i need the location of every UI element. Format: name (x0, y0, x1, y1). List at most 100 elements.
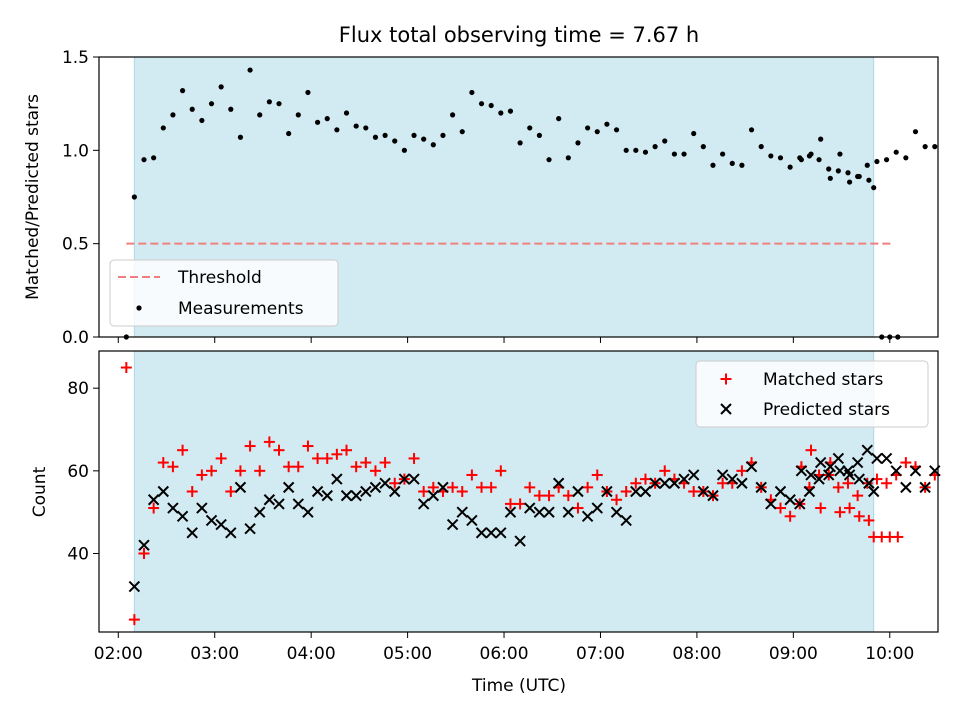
matched-stars-point (148, 502, 160, 514)
matched-stars-point (834, 506, 846, 518)
measurement-point (903, 155, 909, 161)
measurement-point (748, 127, 755, 133)
predicted-stars-point (254, 506, 266, 518)
matched-stars-point (244, 440, 256, 452)
measurement-point (286, 130, 292, 137)
bottom-x-tick-label: 04:00 (287, 644, 336, 664)
predicted-stars-point (273, 498, 285, 510)
legend-predicted-marker (720, 403, 732, 415)
top-y-tick-label: 0.0 (62, 328, 89, 348)
predicted-stars-point (890, 465, 902, 477)
measurement-point (866, 177, 872, 183)
matched-stars-point (688, 486, 700, 497)
matched-stars-point (167, 461, 179, 473)
measurement-point (353, 123, 359, 129)
predicted-stars-point (157, 485, 169, 498)
predicted-stars-point (514, 535, 526, 547)
matched-stars-point (717, 477, 729, 489)
matched-stars-point (312, 452, 324, 464)
predicted-stars-point (437, 481, 449, 494)
measurement-point (334, 127, 340, 133)
measurement-point (141, 157, 147, 163)
matched-stars-point (206, 465, 218, 477)
predicted-stars-point (147, 494, 160, 506)
matched-stars-point (853, 510, 865, 522)
measurement-point (700, 144, 706, 150)
measurement-point (710, 162, 716, 168)
predicted-stars-point (803, 485, 816, 498)
matched-stars-point (524, 481, 536, 493)
bottom-x-tick-label: 05:00 (383, 644, 432, 664)
matched-stars-point (447, 481, 459, 493)
predicted-stars-point (495, 527, 507, 539)
predicted-stars-point (138, 539, 150, 551)
bottom-x-ticks: 02:00 03:00 04:00 05:00 06:00 07:00 08:00 09:00… (94, 632, 914, 664)
matched-stars-point (630, 477, 642, 489)
predicted-stars-point (668, 477, 681, 489)
matched-stars-point (892, 531, 904, 543)
measurement-point (681, 151, 687, 157)
predicted-stars-point (813, 473, 825, 485)
measurement-point (507, 108, 514, 114)
measurement-point (594, 129, 600, 135)
predicted-stars-point (697, 485, 710, 498)
matched-stars-point (659, 465, 671, 477)
matched-stars-point (736, 465, 748, 477)
measurement-point (835, 168, 841, 174)
measurement-point (922, 144, 928, 150)
predicted-stars-point (379, 477, 391, 489)
bottom-legend: Matched stars Predicted stars (695, 360, 929, 428)
measurement-point (498, 110, 504, 116)
predicted-stars-point (853, 473, 865, 485)
measurement-point (324, 116, 330, 122)
measurement-point (565, 155, 571, 161)
top-y-axis-label: Matched/Predicted stars (23, 94, 43, 300)
matched-stars-point (254, 465, 266, 477)
measurement-point (247, 67, 253, 73)
measurement-point (305, 89, 311, 96)
measurement-point (517, 140, 523, 146)
measurement-point (372, 134, 379, 140)
predicted-stars-point (861, 444, 873, 456)
matched-stars-point (514, 498, 526, 510)
predicted-stars-point (225, 527, 237, 539)
matched-stars-point (572, 502, 584, 514)
predicted-stars-point (533, 506, 546, 518)
predicted-stars-point (446, 518, 459, 531)
measurement-point (295, 112, 301, 118)
measurement-point (818, 136, 824, 142)
matched-stars-point (128, 614, 140, 626)
legend-threshold-label: Threshold (177, 268, 262, 288)
predicted-stars-point (485, 527, 497, 539)
bottom-y-axis-label: Count (30, 466, 50, 517)
predicted-stars-point (524, 502, 536, 514)
measurement-point (808, 151, 814, 157)
predicted-stars-point (504, 506, 517, 518)
predicted-stars-point (774, 485, 787, 498)
matched-stars-point (815, 502, 827, 514)
matched-stars-point (805, 444, 817, 456)
predicted-stars-point (215, 518, 227, 531)
bottom-y-tick-label: 80 (67, 379, 89, 399)
matched-stars-point (196, 469, 208, 481)
measurement-point (729, 160, 735, 166)
predicted-stars-point (824, 460, 837, 473)
bottom-x-tick-label: 03:00 (190, 644, 239, 664)
predicted-stars-point (851, 456, 864, 469)
predicted-stars-point (880, 452, 893, 465)
chart-title: Flux total observing time = 7.67 h (339, 23, 699, 47)
measurement-point (720, 151, 726, 157)
matched-stars-point (263, 436, 275, 448)
predicted-stars-point (234, 481, 247, 494)
predicted-stars-point (687, 469, 700, 481)
measurement-point (816, 157, 822, 163)
matched-stars-point (863, 514, 875, 526)
matched-stars-point (852, 490, 864, 502)
measurement-point (469, 89, 475, 96)
matched-stars-point (292, 461, 304, 473)
matched-stars-point (844, 502, 856, 514)
measurement-point (478, 101, 485, 107)
matched-stars-point (427, 481, 439, 493)
predicted-stars-point (805, 469, 817, 481)
measurement-point (893, 149, 899, 155)
